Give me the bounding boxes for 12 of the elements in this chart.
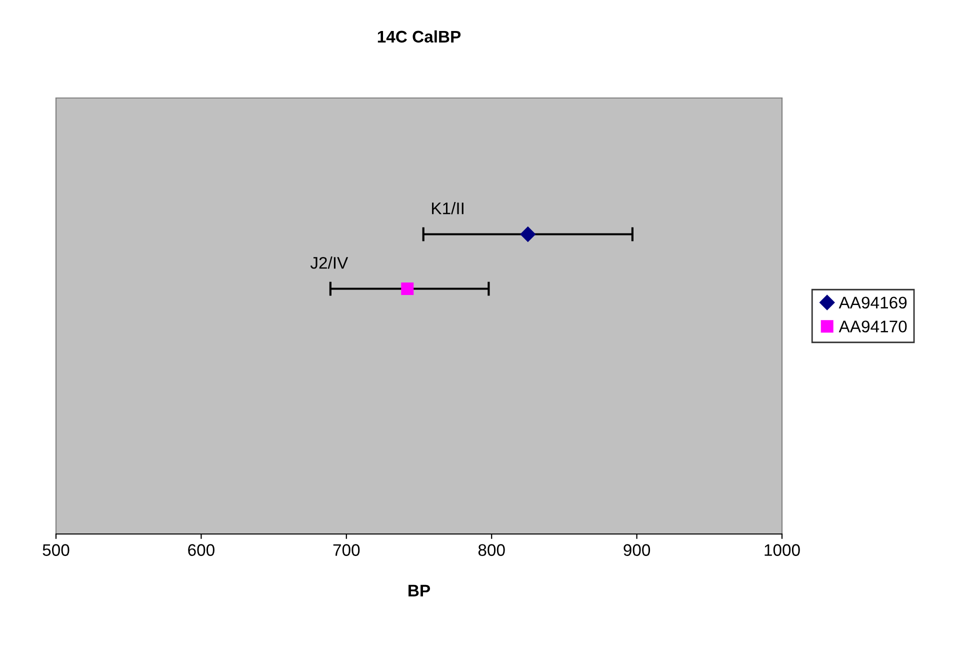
legend-label: AA94170 [838,320,907,332]
x-tick-label: 1000 [764,544,800,556]
annotation: K1/II [432,202,464,214]
chart-title: 14C CalBP [378,30,461,43]
x-tick-label: 600 [188,544,214,556]
legend-label: AA94169 [838,296,907,309]
x-tick-label: 800 [478,544,505,556]
annotation: J2/IV [310,256,348,269]
x-tick-label: 700 [333,544,360,556]
x-tick-label: 500 [42,544,70,556]
x-tick-label: 900 [624,544,650,556]
x-axis-title: BP [408,584,430,596]
